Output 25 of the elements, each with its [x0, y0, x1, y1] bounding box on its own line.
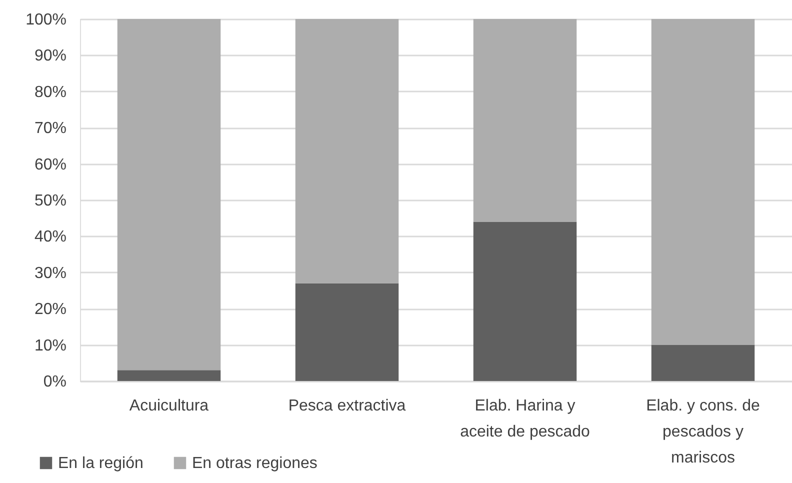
bar [473, 19, 577, 222]
legend-label: En otras regiones [192, 455, 318, 472]
bar [651, 19, 755, 345]
y-tick-label: 0% [43, 374, 66, 390]
y-tick-label: 90% [34, 48, 66, 65]
y-tick-label: 60% [34, 156, 66, 174]
x-tick-label: Acuicultura [129, 398, 209, 414]
x-tick-label: Elab. y cons. de pescados y mariscos [646, 398, 760, 466]
bar [473, 222, 577, 381]
bar [117, 370, 221, 381]
bar [117, 19, 221, 370]
y-tick-label: 80% [34, 84, 66, 101]
y-tick-label: 40% [34, 228, 66, 246]
legend-label: En la región [58, 455, 144, 472]
x-tick-label: Pesca extractiva [288, 398, 406, 414]
y-tick-label: 20% [34, 301, 66, 318]
bar [295, 19, 399, 284]
x-tick-label: Elab. Harina y aceite de pescado [460, 398, 590, 440]
y-tick-label: 10% [34, 337, 66, 354]
bar [651, 344, 755, 381]
y-tick-label: 100% [26, 12, 66, 28]
y-tick-label: 50% [34, 192, 66, 210]
y-tick-label: 30% [34, 264, 66, 282]
bar [295, 283, 399, 381]
y-tick-label: 70% [34, 120, 66, 138]
